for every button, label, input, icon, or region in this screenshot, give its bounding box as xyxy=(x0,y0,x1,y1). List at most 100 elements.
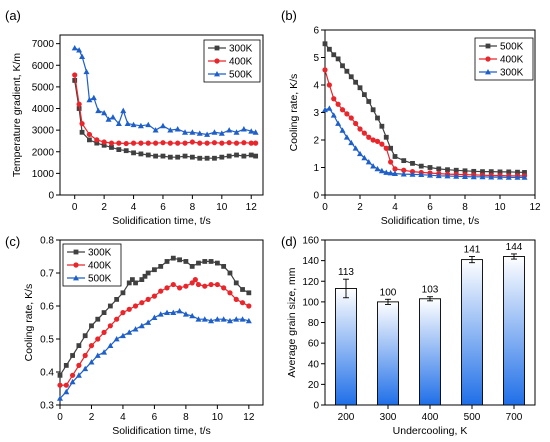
legend-swatch-marker xyxy=(485,43,491,49)
data-point xyxy=(70,353,75,358)
series-400K xyxy=(57,277,252,388)
data-point xyxy=(214,281,220,288)
y-tick-label: 1 xyxy=(313,163,319,174)
bar-group-500: 141 xyxy=(461,245,483,406)
data-point xyxy=(120,107,127,114)
data-point xyxy=(343,134,350,140)
data-point xyxy=(418,163,424,169)
y-tick-label: 40 xyxy=(308,359,320,370)
data-point xyxy=(164,309,171,315)
data-point xyxy=(471,168,477,174)
data-point xyxy=(326,46,332,52)
x-tick-label: 0 xyxy=(57,412,63,423)
data-point xyxy=(82,365,89,372)
y-tick-label: 4000 xyxy=(32,104,55,115)
data-point xyxy=(158,264,164,269)
x-tick-label: 10 xyxy=(216,202,228,213)
data-point xyxy=(379,141,385,147)
x-tick-label: 500 xyxy=(464,412,481,423)
data-point xyxy=(444,173,451,179)
legend: 300K 400K 500K xyxy=(62,243,122,287)
data-point xyxy=(219,154,225,160)
plot-frame xyxy=(59,239,264,406)
data-point xyxy=(379,123,385,129)
data-point xyxy=(497,174,503,180)
data-point xyxy=(400,171,407,177)
data-point xyxy=(515,169,520,175)
data-point xyxy=(108,140,115,146)
y-tick-label: 0.4 xyxy=(40,368,54,379)
data-point xyxy=(326,105,333,111)
x-tick-label: 200 xyxy=(338,412,355,423)
data-point xyxy=(86,96,93,103)
x-tick-label: 10 xyxy=(212,412,224,423)
data-point xyxy=(246,290,252,296)
data-point xyxy=(177,257,182,263)
data-point xyxy=(387,170,394,176)
data-point xyxy=(132,303,139,309)
x-tick-label: 8 xyxy=(190,202,196,213)
y-tick-label: 4 xyxy=(313,81,319,92)
data-point xyxy=(183,259,189,264)
legend: 500K 400K 300K xyxy=(474,37,534,81)
data-label: 144 xyxy=(506,242,523,253)
y-tick-label: 0 xyxy=(313,401,319,412)
data-point xyxy=(245,317,252,324)
data-label: 103 xyxy=(422,285,439,296)
y-tick-label: 120 xyxy=(302,277,319,288)
data-point xyxy=(69,378,76,385)
data-point xyxy=(137,122,144,129)
data-point xyxy=(57,395,63,401)
y-tick-label: 0.7 xyxy=(40,269,54,280)
data-point xyxy=(145,319,152,325)
data-point xyxy=(175,140,181,146)
data-point xyxy=(378,167,385,174)
data-point xyxy=(76,101,82,107)
y-tick-label: 0.5 xyxy=(40,335,54,346)
data-point xyxy=(233,296,239,302)
data-point xyxy=(63,363,69,368)
data-point xyxy=(94,137,100,143)
data-point xyxy=(170,255,176,261)
data-point xyxy=(109,114,116,120)
y-tick-label: 100 xyxy=(302,297,319,308)
data-point xyxy=(331,96,337,102)
data-point xyxy=(221,264,227,269)
y-tick-label: 7000 xyxy=(32,39,55,50)
data-point xyxy=(339,127,346,133)
data-point xyxy=(357,85,363,91)
data-point xyxy=(151,314,158,320)
data-point xyxy=(69,372,76,378)
data-point xyxy=(427,165,433,170)
data-point xyxy=(94,140,100,146)
data-point xyxy=(253,153,259,159)
panel-d: (d) 0 20 40 60 80 100 120 140 160 Undercooling, K A… xyxy=(281,234,536,437)
data-point xyxy=(76,47,83,53)
data-point xyxy=(139,300,145,306)
data-point xyxy=(506,169,512,175)
data-point xyxy=(139,277,145,282)
data-point xyxy=(234,152,239,158)
data-point xyxy=(133,280,138,286)
data-point xyxy=(120,310,126,316)
data-point xyxy=(123,148,129,154)
y-axis-title: Cooling rate, K/s xyxy=(23,284,35,362)
y-axis-title: Average grain size, mm xyxy=(286,267,298,377)
y-tick-label: 0 xyxy=(48,191,54,202)
data-point xyxy=(374,165,381,172)
data-point xyxy=(189,280,195,286)
data-point xyxy=(322,41,328,47)
data-point xyxy=(101,109,108,116)
data-point xyxy=(101,349,108,355)
data-point xyxy=(208,281,214,288)
data-point xyxy=(138,140,144,146)
data-point xyxy=(418,171,425,178)
legend-label: 300K xyxy=(88,248,112,259)
data-point xyxy=(101,142,107,148)
y-tick-label: 0.6 xyxy=(40,302,54,313)
x-tick-label: 4 xyxy=(392,202,398,213)
y-tick-label: 6000 xyxy=(32,61,55,72)
data-point xyxy=(214,260,220,266)
plot-frame xyxy=(59,34,264,196)
